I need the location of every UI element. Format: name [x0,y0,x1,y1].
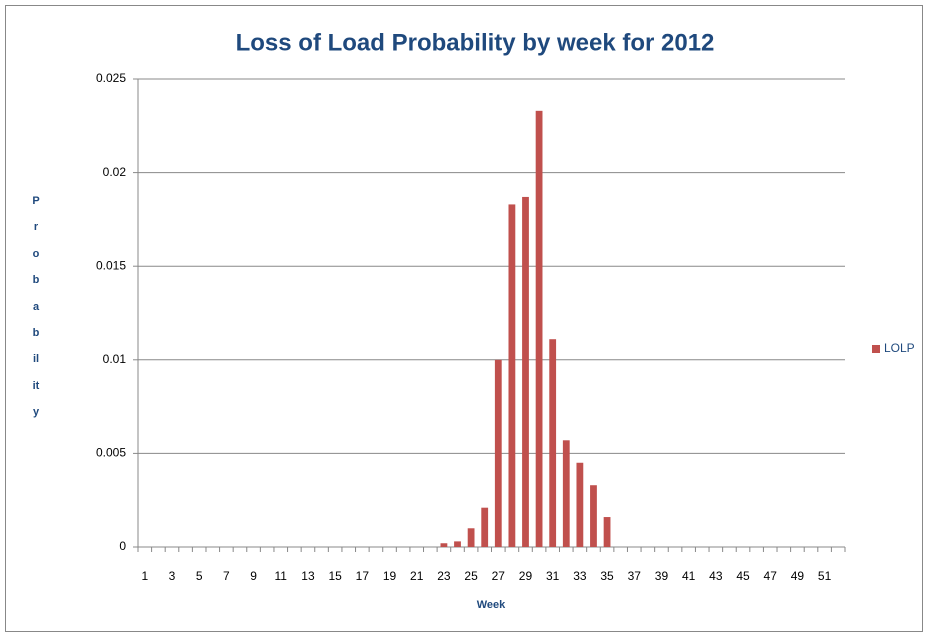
x-tick-label: 41 [682,569,696,583]
x-tick-label: 47 [764,569,778,583]
y-tick-label: 0.02 [103,165,127,179]
x-tick-label: 27 [492,569,506,583]
y-tick-label: 0.005 [96,446,126,460]
x-tick-label: 17 [356,569,370,583]
x-tick-label: 19 [383,569,397,583]
y-tick-label: 0.015 [96,258,126,272]
bar [535,110,543,547]
x-tick-label: 13 [301,569,315,583]
chart-border [5,5,923,632]
x-tick-label: 29 [519,569,533,583]
bar [454,541,461,547]
x-tick-label: 21 [410,569,424,583]
bar [590,485,597,547]
x-axis-label: Week [477,599,506,611]
x-tick-label: 45 [736,569,750,583]
bar [576,462,584,547]
x-tick-label: 5 [196,569,203,583]
x-tick-label: 51 [818,569,832,583]
y-axis-label: Probability [32,195,40,419]
x-tick-label: 39 [655,569,669,583]
bar [481,507,489,547]
x-tick-label: 1 [141,569,148,583]
x-tick-label: 25 [464,569,478,583]
x-tick-label: 49 [791,569,805,583]
x-tick-label: 31 [546,569,560,583]
x-tick-label: 7 [223,569,230,583]
bar [508,204,516,547]
x-tick-label: 11 [275,569,288,583]
bar [603,517,611,547]
x-tick-label: 9 [250,569,257,583]
x-tick-label: 3 [169,569,176,583]
bar [562,440,570,547]
x-tick-label: 15 [328,569,342,583]
legend-label: LOLP [884,341,915,355]
y-tick-label: 0.025 [96,71,126,85]
chart-title: Loss of Load Probability by week for 201… [236,29,715,56]
bar [440,543,448,547]
y-tick-label: 0 [119,539,126,553]
bar [467,528,475,547]
legend-swatch [872,345,880,353]
bar [549,339,557,547]
bar [522,196,529,547]
x-tick-label: 33 [573,569,587,583]
y-tick-label: 0.01 [103,352,127,366]
bar [494,359,502,547]
x-tick-label: 35 [600,569,614,583]
x-tick-label: 23 [437,569,451,583]
x-tick-label: 43 [709,569,723,583]
x-tick-label: 37 [628,569,642,583]
